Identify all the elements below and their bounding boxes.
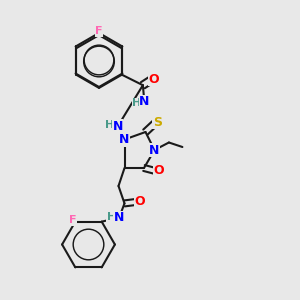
Text: O: O <box>135 195 146 208</box>
Text: H: H <box>107 212 116 222</box>
Text: N: N <box>119 133 130 146</box>
Text: F: F <box>95 26 103 37</box>
Text: N: N <box>149 143 160 157</box>
Text: H: H <box>132 98 142 108</box>
Text: H: H <box>106 120 115 130</box>
Text: S: S <box>153 116 162 129</box>
Text: O: O <box>148 73 159 86</box>
Text: N: N <box>114 211 124 224</box>
Text: N: N <box>139 95 150 108</box>
Text: F: F <box>68 215 76 225</box>
Text: N: N <box>112 120 123 133</box>
Text: O: O <box>154 164 164 178</box>
